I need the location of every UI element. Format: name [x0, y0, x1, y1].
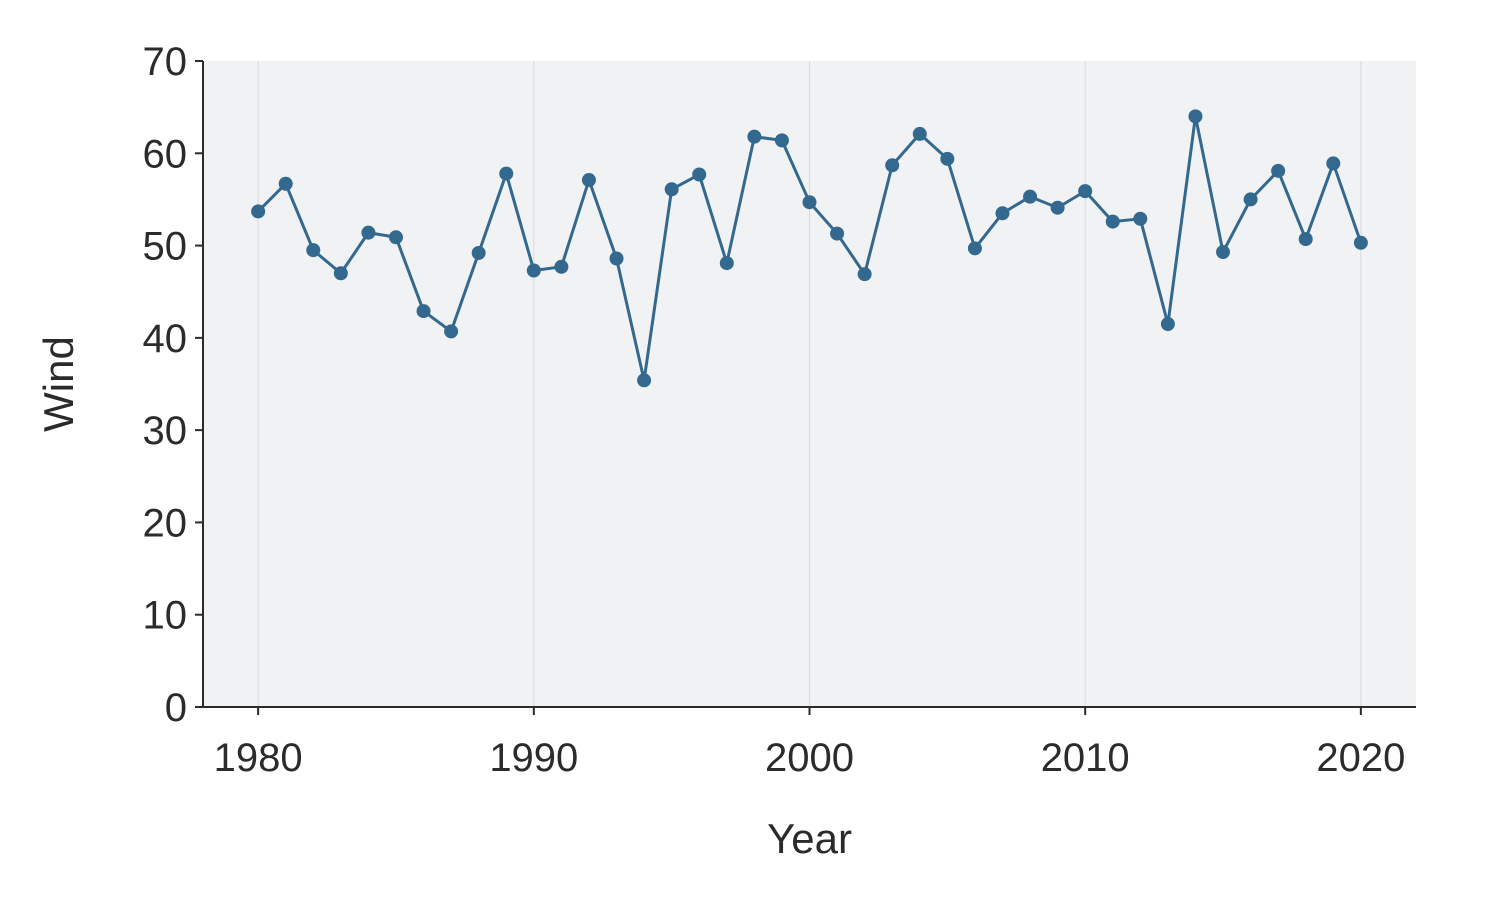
data-point — [912, 126, 927, 141]
data-point — [719, 256, 734, 271]
y-axis-title: Wind — [35, 336, 82, 432]
data-point — [609, 251, 624, 266]
data-point — [664, 182, 679, 197]
data-point — [333, 266, 348, 281]
y-tick-label: 30 — [143, 409, 188, 453]
data-point — [967, 241, 982, 256]
data-point — [306, 243, 321, 258]
y-tick-label: 60 — [143, 132, 188, 176]
x-tick-label: 2000 — [765, 736, 854, 780]
data-point — [940, 151, 955, 166]
x-axis-title: Year — [767, 815, 852, 862]
data-point — [1271, 163, 1286, 178]
data-point — [388, 230, 403, 245]
series-layer — [251, 109, 1368, 388]
x-axis-ticks: 1980 1990 2000 2010 2020 — [214, 707, 1405, 780]
data-point — [1326, 156, 1341, 171]
gridlines — [257, 61, 1362, 707]
data-point — [251, 204, 266, 219]
data-point — [471, 245, 486, 260]
y-axis-ticks: 0 10 20 30 40 50 60 70 — [143, 40, 203, 730]
data-point — [444, 324, 459, 339]
data-point — [1160, 317, 1175, 332]
data-point — [361, 225, 376, 240]
y-tick-label: 50 — [143, 225, 188, 269]
data-point — [1353, 235, 1368, 250]
data-point — [1078, 184, 1093, 199]
data-point — [830, 226, 845, 241]
y-tick-label: 0 — [165, 686, 187, 730]
y-tick-label: 20 — [143, 501, 188, 545]
data-point — [416, 304, 431, 319]
x-tick-label: 1980 — [214, 736, 303, 780]
data-point — [581, 173, 596, 188]
data-point — [1298, 232, 1313, 247]
data-point — [499, 166, 514, 181]
data-point — [692, 167, 707, 182]
data-point — [526, 263, 541, 278]
y-tick-label: 10 — [143, 594, 188, 638]
y-tick-label: 70 — [143, 40, 188, 84]
data-point — [1023, 189, 1038, 204]
data-point — [1216, 245, 1231, 260]
data-point — [1243, 192, 1258, 207]
y-tick-label: 40 — [143, 317, 188, 361]
data-point — [774, 133, 789, 148]
data-point — [885, 158, 900, 173]
data-point — [1133, 211, 1148, 226]
data-point — [747, 129, 762, 144]
data-point — [637, 373, 652, 388]
data-point — [554, 259, 569, 274]
data-point — [278, 176, 293, 191]
x-tick-label: 2010 — [1041, 736, 1130, 780]
data-point — [995, 206, 1010, 221]
data-point — [857, 267, 872, 282]
data-point — [802, 195, 817, 210]
data-point — [1050, 200, 1065, 215]
x-tick-label: 2020 — [1316, 736, 1405, 780]
data-point — [1105, 214, 1120, 229]
x-tick-label: 1990 — [489, 736, 578, 780]
data-point — [1188, 109, 1203, 124]
